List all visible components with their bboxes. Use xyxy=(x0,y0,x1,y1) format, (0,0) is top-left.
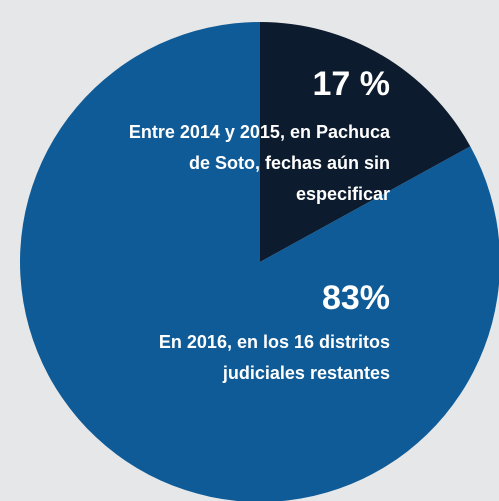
value-label: 83% xyxy=(321,279,390,317)
slice-label: Entre 2014 y 2015, en Pachuca de Soto, f… xyxy=(128,122,390,204)
pie-slice xyxy=(20,22,499,501)
value-label: 17 % xyxy=(312,65,391,103)
slice-label: En 2016, en los 16 distritos judiciales … xyxy=(158,332,390,383)
pie-slice xyxy=(260,22,471,262)
